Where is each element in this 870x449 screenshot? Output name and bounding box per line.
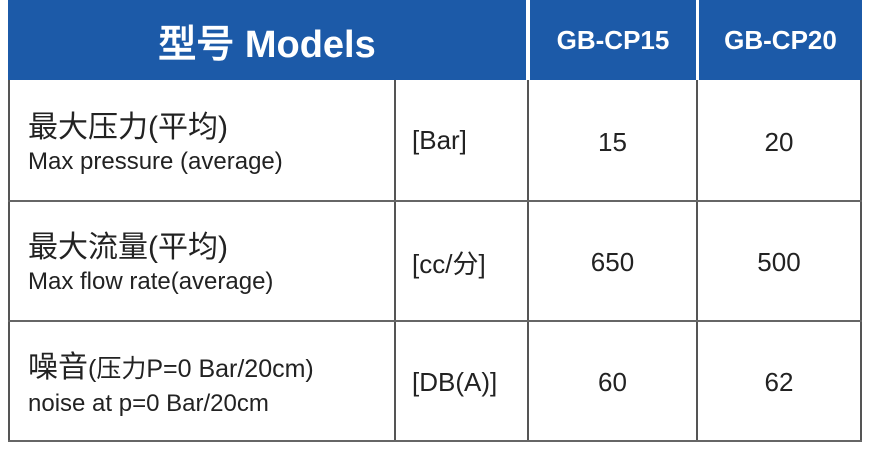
border	[860, 80, 862, 442]
label-en: noise at p=0 Bar/20cm	[28, 390, 269, 417]
label-en: Max flow rate(average)	[28, 268, 274, 295]
border	[8, 80, 10, 442]
border	[394, 80, 396, 442]
value: 15	[598, 126, 627, 157]
label-zh: 最大流量(平均)	[28, 231, 228, 264]
label-zh: 最大压力(平均)	[28, 111, 228, 144]
value: 500	[757, 246, 801, 277]
model-header: GB-CP15	[530, 0, 696, 80]
border	[8, 200, 862, 202]
label-zh: 噪音	[28, 351, 88, 384]
unit: [cc/分]	[412, 248, 486, 279]
border	[8, 440, 862, 442]
unit: [Bar]	[412, 124, 467, 155]
border	[696, 80, 698, 442]
label-en: Max pressure (average)	[28, 148, 283, 175]
value: 20	[764, 126, 794, 157]
unit: [DB(A)]	[412, 366, 498, 397]
value: 62	[764, 366, 794, 397]
label-note: (压力P=0 Bar/20cm)	[88, 355, 314, 383]
header-title: 型号 Models	[8, 0, 526, 80]
value: 650	[590, 246, 635, 277]
label-zh-line: 噪音(压力P=0 Bar/20cm)	[28, 342, 314, 386]
value: 60	[598, 366, 627, 397]
border	[527, 80, 529, 442]
border	[8, 320, 862, 322]
model-header: GB-CP20	[699, 0, 862, 80]
